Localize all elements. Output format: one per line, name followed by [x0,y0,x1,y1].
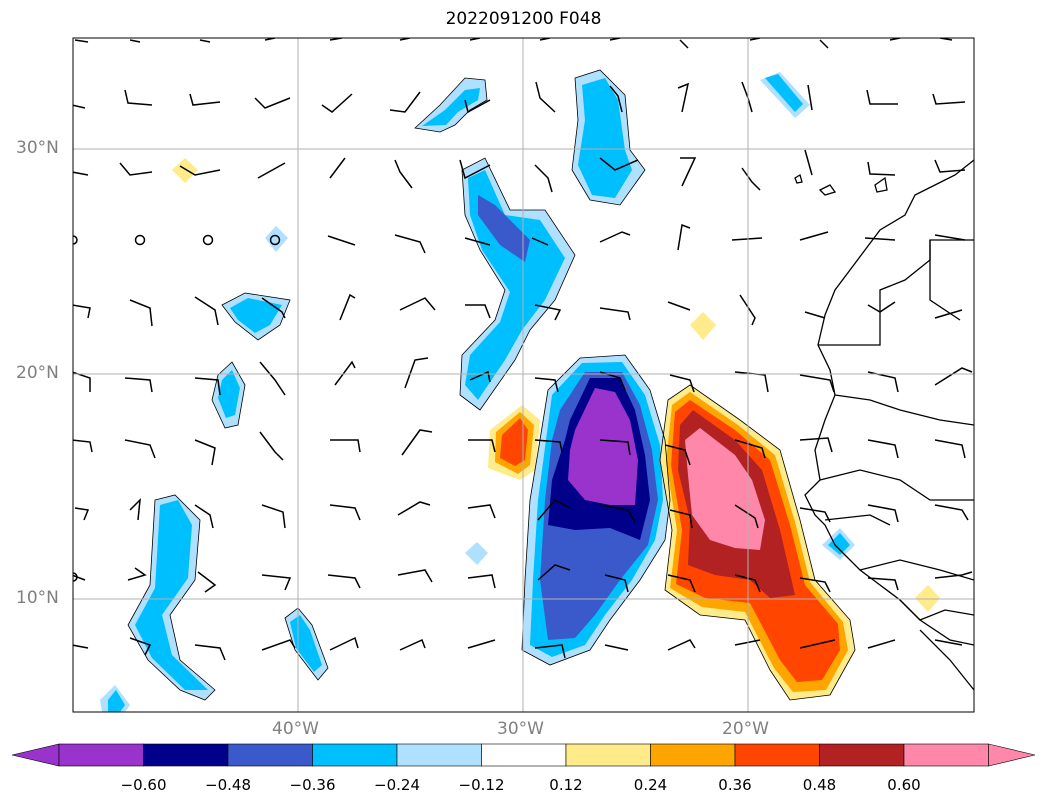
lon-tick-label: 40°W [272,719,319,739]
negative-region [568,388,638,505]
colorbar-swatch [565,743,651,767]
colorbar-tick-label: 0.48 [802,776,837,794]
lat-tick-label: 20°N [16,363,59,383]
colorbar-extend-low [11,743,60,767]
colorbar-tick-label: 0.12 [549,776,583,794]
colorbar-swatch [734,743,820,767]
colorbar-swatch [396,743,482,767]
negative-region [465,542,488,565]
lat-tick-label: 30°N [16,138,59,158]
negative-region [230,298,282,333]
colorbar-tick-label: 0.24 [633,776,668,794]
colorbar [11,743,1036,767]
positive-region [685,428,765,550]
colorbar-extend-high [988,743,1036,767]
colorbar-swatch [903,743,989,767]
gridlines [73,38,974,712]
negative-region [478,195,530,262]
positive-region [690,312,716,340]
lon-tick-label: 20°W [722,719,769,739]
colorbar-tick-label: −0.60 [120,776,167,794]
colorbar-tick-label: −0.24 [374,776,420,794]
colorbar-tick-label: −0.12 [458,776,505,794]
negative-region [765,74,803,112]
lon-tick-label: 30°W [497,719,544,739]
colorbar-tick-label: −0.48 [205,776,251,794]
negative-region [135,500,208,690]
colorbar-swatch [819,743,905,767]
negative-region [108,690,125,712]
plot-frame [72,37,975,713]
wind-barbs [73,38,973,661]
colorbar-swatch [58,743,144,767]
negative-region [422,88,480,126]
colorbar-swatch [650,743,736,767]
map-title: 2022091200 F048 [445,9,602,29]
colorbar-tick-label: −0.36 [289,776,336,794]
negative-region [828,533,850,555]
colorbar-swatch [312,743,398,767]
colorbar-swatch [227,743,313,767]
colorbar-tick-label: 0.60 [887,776,921,794]
colorbar-tick-label: 0.36 [718,776,752,794]
negative-region [265,226,288,252]
colorbar-swatch [143,743,229,767]
positive-region [500,418,528,466]
negative-region [218,370,240,418]
positive-region [172,158,198,183]
colorbar-swatch [481,743,567,767]
contour-lines [127,69,856,701]
field-shading [73,38,974,712]
lat-tick-label: 10°N [16,588,59,608]
